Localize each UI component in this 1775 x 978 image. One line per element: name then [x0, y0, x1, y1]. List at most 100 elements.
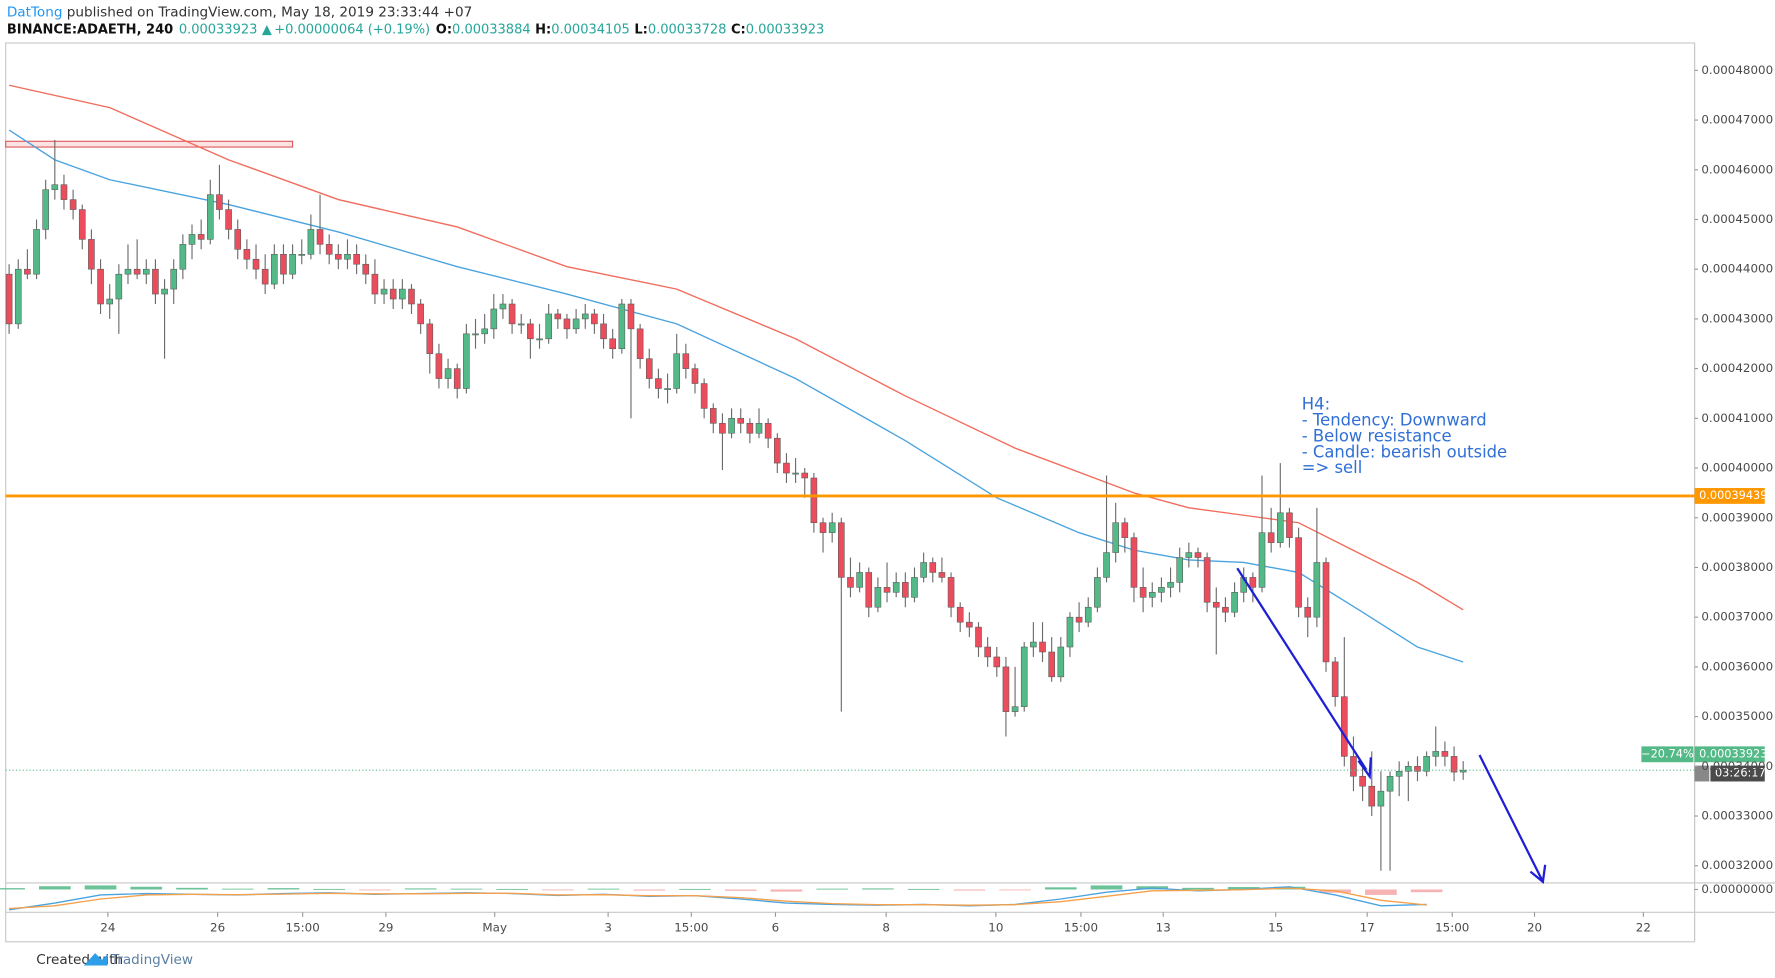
- y-tick-label: 0.00039000: [1701, 510, 1773, 524]
- y-tick-label: 0.00042000: [1701, 361, 1773, 375]
- candle-body: [170, 268, 178, 290]
- x-tick-label: 22: [1636, 921, 1651, 935]
- change-box: [1641, 746, 1694, 763]
- c-label: C:: [731, 22, 746, 37]
- candle-body: [664, 388, 671, 390]
- macd-histogram-bar: [1227, 887, 1260, 890]
- x-tick-label: 13: [1156, 921, 1171, 935]
- y-tick-label: 0.00033000: [1701, 809, 1773, 823]
- y-tick-label: 0.00041000: [1701, 411, 1773, 425]
- macd-histogram-bar: [633, 889, 666, 891]
- candle-body: [819, 522, 827, 533]
- x-tick-label: 20: [1527, 921, 1542, 935]
- candle-body: [188, 234, 196, 245]
- candle-body: [1441, 751, 1449, 757]
- x-tick-label: 26: [210, 921, 225, 935]
- candle-body: [1139, 587, 1147, 598]
- macd-histogram-bar: [176, 887, 208, 890]
- last: 0.00033923: [179, 22, 258, 37]
- macd-histogram-bar: [38, 886, 71, 890]
- candle-body: [764, 423, 772, 439]
- change-label: −20.74%: [1641, 747, 1694, 760]
- y-tick-label: 0.00047000: [1701, 113, 1773, 127]
- candle-body: [572, 318, 580, 330]
- l-label: L:: [634, 22, 647, 37]
- macd-histogram-bar: [1182, 887, 1214, 890]
- candle-body: [1258, 532, 1266, 588]
- candle-body: [1313, 562, 1321, 618]
- candle-body: [1020, 646, 1028, 707]
- candle-body: [417, 303, 424, 325]
- candle-body: [197, 234, 205, 240]
- x-tick-label: 8: [882, 921, 890, 935]
- candle-body: [234, 229, 242, 250]
- candle-body: [1450, 756, 1458, 773]
- candle-body: [1048, 651, 1055, 678]
- candle-body: [1011, 706, 1019, 712]
- candle-body: [1350, 756, 1357, 777]
- y-tick-label: 0.00037000: [1701, 610, 1773, 624]
- macd-histogram-bar: [221, 888, 254, 890]
- author[interactable]: DatTong: [7, 4, 63, 20]
- candle-body: [380, 288, 388, 295]
- arrow-head: [1357, 757, 1372, 780]
- macd-histogram-bar: [84, 885, 117, 890]
- moving-average: [8, 84, 1464, 611]
- candle-body: [1295, 537, 1302, 608]
- candle-body: [1103, 552, 1110, 578]
- candle-body: [316, 229, 324, 245]
- candle-body: [966, 621, 973, 628]
- candle-body: [106, 298, 113, 305]
- candle-body: [152, 268, 159, 295]
- candle-body: [984, 646, 991, 658]
- candle-body: [24, 268, 31, 275]
- candle-body: [581, 313, 589, 320]
- candle-body: [325, 244, 333, 255]
- candle-body: [719, 423, 726, 434]
- candle-body: [371, 273, 379, 295]
- resistance-label-box: [1694, 488, 1765, 504]
- arrow: ▲: [262, 22, 272, 37]
- macd-histogram-bar: [0, 888, 25, 890]
- candle-body: [975, 626, 982, 648]
- macd-histogram-bar: [313, 888, 346, 890]
- x-tick-label: May: [482, 921, 507, 935]
- candle-body: [938, 572, 946, 578]
- candle-body: [1176, 557, 1183, 583]
- candle-body: [133, 268, 141, 275]
- macd-histogram-bar: [404, 888, 437, 890]
- candle-body: [88, 239, 95, 270]
- arrow-line: [1478, 754, 1543, 881]
- candle-body: [1030, 641, 1037, 648]
- candle-body: [252, 258, 260, 270]
- candle-body: [847, 577, 854, 588]
- candle-body: [1341, 696, 1348, 757]
- last-price-box: [1694, 746, 1765, 763]
- candle-body: [728, 418, 735, 434]
- candle-body: [344, 254, 351, 260]
- candle-body: [627, 303, 635, 330]
- candle-body: [783, 462, 790, 474]
- candle-body: [536, 338, 543, 341]
- candle-body: [472, 333, 479, 336]
- candle-body: [1148, 592, 1156, 598]
- candle-body: [618, 303, 626, 350]
- candle-body: [289, 254, 296, 275]
- published: published on TradingView.com, May 18, 20…: [62, 4, 472, 20]
- candle-body: [271, 254, 278, 285]
- x-tick-label: 15: [1268, 921, 1283, 935]
- footer-brand[interactable]: TradingView: [110, 952, 193, 968]
- macd-histogram-bar: [862, 888, 894, 890]
- x-tick-label: 24: [100, 921, 115, 935]
- plot-layer: 0.00039439−20.74% 0.0003392303:26:170.000…: [0, 63, 1773, 935]
- x-tick-label: 6: [772, 921, 780, 935]
- macd-histogram-bar: [953, 889, 986, 891]
- candle-body: [389, 288, 397, 300]
- candle-body: [353, 254, 360, 265]
- candle-body: [1395, 771, 1403, 777]
- macd-histogram-bar: [770, 889, 803, 892]
- candle-body: [161, 288, 168, 295]
- candle-body: [51, 184, 59, 190]
- candle-body: [1359, 775, 1366, 787]
